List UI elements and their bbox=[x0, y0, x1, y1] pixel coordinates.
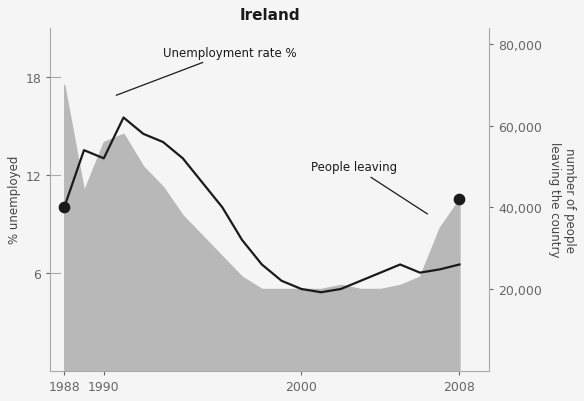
Point bbox=[455, 196, 464, 203]
Point bbox=[60, 205, 69, 211]
Y-axis label: number of people
leaving the country: number of people leaving the country bbox=[548, 142, 576, 257]
Y-axis label: % unemployed: % unemployed bbox=[8, 156, 22, 244]
Text: Unemployment rate %: Unemployment rate % bbox=[116, 47, 297, 96]
Title: Ireland: Ireland bbox=[239, 8, 300, 23]
Text: People leaving: People leaving bbox=[311, 160, 427, 215]
